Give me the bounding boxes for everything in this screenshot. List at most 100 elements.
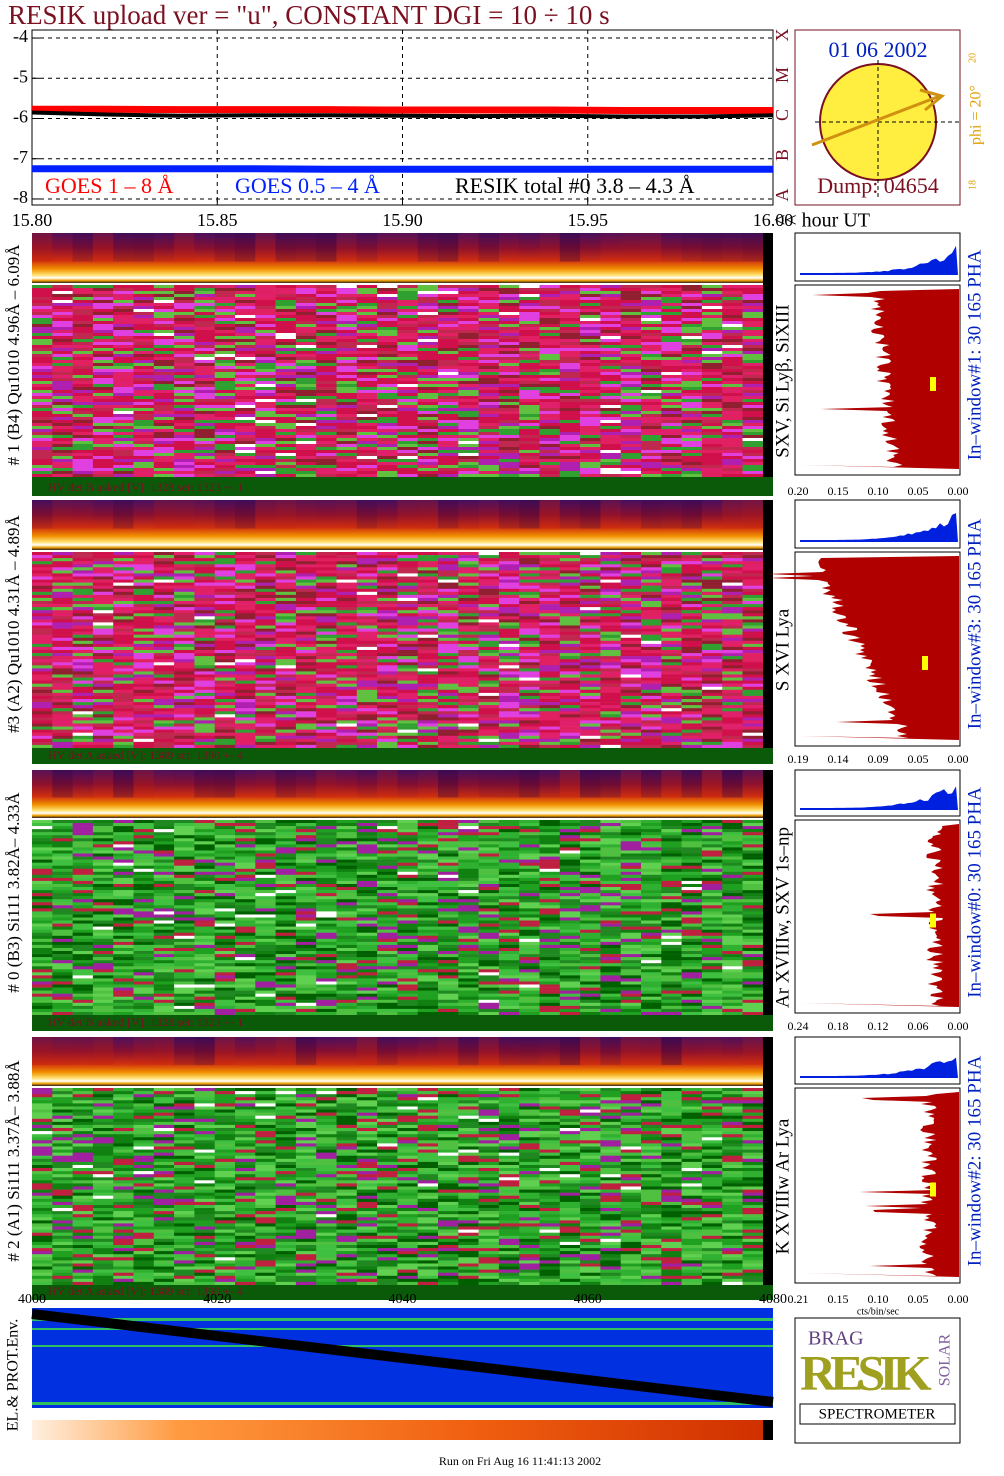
heatmap-cell [92,659,114,663]
heatmap-cell [580,686,601,691]
heatmap-cell [194,420,215,424]
heatmap-cell [559,625,581,629]
heatmap-cell [174,330,195,334]
heatmap-cell [478,741,500,746]
heatmap-cell [194,354,215,358]
heatmap-cell [72,402,94,406]
heatmap-cell [295,646,317,651]
heatmap-cell [316,741,337,746]
heatmap-cell [336,363,358,367]
heatmap-cell [458,695,479,700]
heatmap-cell [153,744,175,749]
heatmap-cell [742,671,764,675]
heatmap-cell [397,462,418,466]
heatmap-cell [295,300,317,304]
heatmap-cell [438,732,459,737]
heatmap-cell [316,405,337,409]
heatmap-cell [539,585,561,590]
heatmap-cell [701,646,723,651]
heatmap-cell [641,829,662,833]
heatmap-cell [742,354,764,358]
heatmap-cell [539,625,561,629]
heatmap-cell [295,732,317,737]
heatmap-cell [681,741,703,746]
heatmap-cell [174,285,195,289]
heatmap-cell [580,300,601,304]
heatmap-cell [295,471,317,475]
heatmap-cell [194,607,215,611]
heatmap-cell [194,552,215,556]
heatmap-cell [722,601,743,605]
heatmap-cell [539,646,561,651]
heatmap-cell [742,628,764,632]
heatmap-cell [722,372,743,376]
heatmap-cell [92,832,114,836]
heatmap-cell [600,378,621,382]
heatmap-cell [701,640,723,645]
heatmap-cell [458,411,479,415]
heatmap-cell [722,720,743,724]
heatmap-cell [295,390,317,394]
heatmap-cell [214,671,236,675]
heatmap-cell [641,631,662,635]
heatmap-cell [235,444,256,448]
heatmap-cell [417,616,439,620]
heatmap-cell [722,375,743,379]
heatmap-cell [275,597,297,602]
heatmap-cell [377,820,398,824]
heatmap-cell [539,576,561,580]
heatmap-cell [580,616,601,620]
heatmap-cell [742,408,764,412]
heatmap-cell [498,474,520,478]
heatmap-cell [478,441,500,445]
heatmap-cell [519,689,540,694]
heatmap-cell [377,668,398,672]
heatmap-cell [742,303,764,307]
heatmap-cell [113,342,134,346]
heatmap-cell [275,579,297,583]
heatmap-cell [722,312,743,316]
heatmap-cell [113,303,134,307]
heatmap-cell [397,625,418,629]
heatmap-cell [377,631,398,635]
heatmap-cell [722,656,743,660]
heatmap-cell [153,450,175,454]
heatmap-cell [641,384,662,388]
heatmap-cell [417,456,439,460]
heatmap-cell [722,832,743,836]
heatmap-cell [174,369,195,373]
heatmap-cell [722,699,743,703]
heatmap-cell [519,659,540,663]
heatmap-cell [235,729,256,733]
heatmap-cell [458,582,479,586]
heatmap-cell [72,432,94,436]
heatmap-cell [377,714,398,718]
heatmap-cell [417,640,439,645]
heatmap-cell [539,823,561,827]
heatmap-cell [92,336,114,340]
heatmap-cell [377,315,398,319]
heatmap-cell [701,357,723,361]
heatmap-cell [438,705,459,709]
heatmap-cell [356,741,378,746]
heatmap-cell [72,405,94,409]
heatmap-cell [336,402,358,406]
heatmap-cell [600,671,621,675]
heatmap-cell [194,683,215,688]
heatmap-cell [52,686,73,691]
heatmap-cell [600,585,621,590]
heatmap-cell [681,826,703,830]
heatmap-cell [742,720,764,724]
heatmap-cell [498,619,520,623]
heatmap-cell [498,339,520,343]
heatmap-cell [417,330,439,334]
heatmap-cell [580,429,601,433]
heatmap-cell [397,702,418,706]
heatmap-cell [92,399,114,403]
heatmap-cell [722,459,743,463]
heatmap-cell [478,555,500,559]
heatmap-cell [92,735,114,740]
heatmap-cell [681,432,703,436]
heatmap-cell [275,823,297,827]
heatmap-cell [356,708,378,712]
